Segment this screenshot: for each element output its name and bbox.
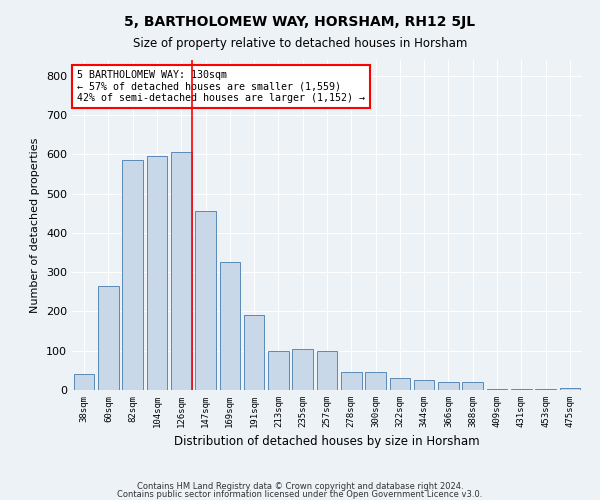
Bar — [341, 372, 362, 390]
Bar — [365, 372, 386, 390]
X-axis label: Distribution of detached houses by size in Horsham: Distribution of detached houses by size … — [174, 436, 480, 448]
Bar — [74, 374, 94, 390]
Bar — [268, 350, 289, 390]
Bar — [220, 262, 240, 390]
Bar — [195, 211, 216, 390]
Bar — [171, 152, 191, 390]
Bar — [511, 389, 532, 390]
Bar — [389, 378, 410, 390]
Text: 5, BARTHOLOMEW WAY, HORSHAM, RH12 5JL: 5, BARTHOLOMEW WAY, HORSHAM, RH12 5JL — [124, 15, 476, 29]
Bar — [98, 286, 119, 390]
Bar — [244, 316, 265, 390]
Bar — [292, 349, 313, 390]
Bar — [438, 382, 459, 390]
Text: 5 BARTHOLOMEW WAY: 130sqm
← 57% of detached houses are smaller (1,559)
42% of se: 5 BARTHOLOMEW WAY: 130sqm ← 57% of detac… — [77, 70, 365, 103]
Text: Contains public sector information licensed under the Open Government Licence v3: Contains public sector information licen… — [118, 490, 482, 499]
Y-axis label: Number of detached properties: Number of detached properties — [31, 138, 40, 312]
Bar — [463, 382, 483, 390]
Text: Size of property relative to detached houses in Horsham: Size of property relative to detached ho… — [133, 38, 467, 51]
Bar — [317, 350, 337, 390]
Bar — [560, 388, 580, 390]
Bar — [535, 389, 556, 390]
Bar — [146, 156, 167, 390]
Bar — [414, 380, 434, 390]
Bar — [487, 389, 508, 390]
Bar — [122, 160, 143, 390]
Text: Contains HM Land Registry data © Crown copyright and database right 2024.: Contains HM Land Registry data © Crown c… — [137, 482, 463, 491]
